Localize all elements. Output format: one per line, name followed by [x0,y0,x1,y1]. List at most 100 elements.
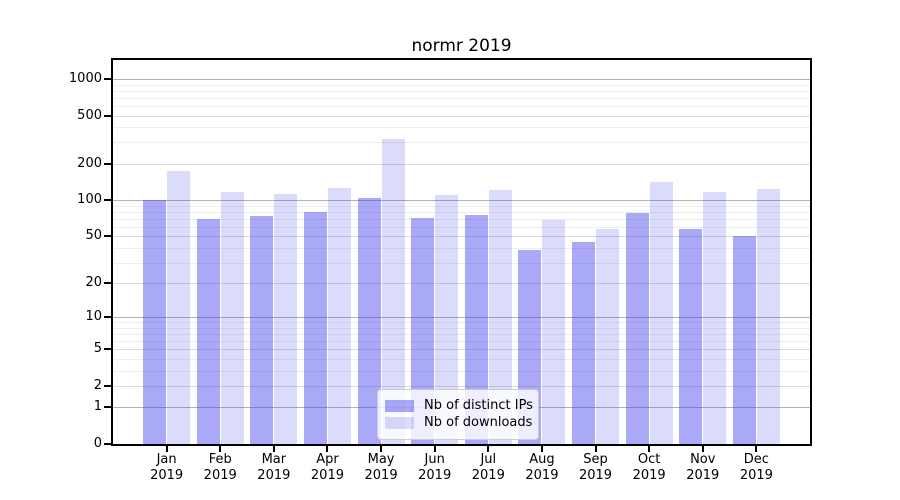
x-tick-mark [648,446,651,452]
minor-gridline [113,205,810,207]
minor-gridline [113,327,810,329]
minor-gridline [113,334,810,336]
x-tick-mark [701,446,704,452]
x-tick-label: Mar 2019 [257,452,291,483]
bar-downloads [167,170,191,444]
y-tick-mark [104,443,111,445]
bar-distinct-ips [464,215,488,444]
y-tick-mark [104,282,111,285]
minor-gridline [113,127,810,129]
x-tick-label: Nov 2019 [686,452,720,483]
bar-downloads [327,187,351,444]
bar-distinct-ips [357,198,381,444]
minor-gridline [113,142,810,144]
minor-gridline [113,341,810,343]
y-tick-mark [104,384,111,387]
gridline [113,349,810,351]
legend-item-downloads: Nb of downloads [385,415,533,430]
legend-label-downloads: Nb of downloads [424,415,533,430]
bar-downloads [542,220,566,444]
y-tick-mark [104,316,111,319]
x-tick-label: Jun 2019 [418,452,452,483]
x-tick-label: Feb 2019 [203,452,237,483]
minor-gridline [113,84,810,86]
bar-downloads [274,193,298,444]
y-tick-label: 0 [93,436,102,451]
y-tick-mark [104,235,111,238]
legend-label-distinct-ips: Nb of distinct IPs [424,398,533,413]
y-tick-mark [104,348,111,351]
x-tick-label: Oct 2019 [632,452,666,483]
bar-distinct-ips [572,241,596,444]
bar-distinct-ips [143,200,167,444]
y-tick-label: 50 [85,228,102,244]
minor-gridline [113,211,810,213]
minor-gridline [113,322,810,324]
y-tick-label: 100 [77,192,102,208]
y-tick-mark [104,199,111,202]
x-tick-mark [487,446,490,452]
bar-downloads [381,139,405,444]
y-tick-label: 200 [77,155,102,171]
x-tick-label: May 2019 [364,452,398,483]
gridline [113,283,810,285]
x-tick-mark [594,446,597,452]
bar-distinct-ips [679,228,703,444]
y-tick-mark [104,406,111,409]
major-gridline [113,79,810,80]
chart-title: normr 2019 [411,36,512,56]
bar-distinct-ips [303,211,327,444]
y-tick-mark [104,114,111,117]
x-tick-mark [380,446,383,452]
bar-downloads [703,192,727,444]
minor-gridline [113,358,810,360]
plot-area [113,60,810,444]
y-tick-mark [104,78,111,80]
x-tick-label: Apr 2019 [310,452,344,483]
bar-distinct-ips [250,215,274,444]
y-tick-label: 1000 [68,71,102,86]
gridline [113,385,810,387]
major-gridline [113,200,810,202]
minor-gridline [113,226,810,228]
y-tick-label: 20 [85,275,102,291]
x-tick-label: Sep 2019 [578,452,613,483]
minor-gridline [113,262,810,264]
gridline [113,236,810,238]
x-tick-mark [755,446,758,452]
x-tick-label: Dec 2019 [739,452,773,483]
legend-swatch-distinct-ips [385,399,414,412]
bar-downloads [596,229,620,444]
minor-gridline [113,105,810,107]
minor-gridline [113,370,810,372]
minor-gridline [113,97,810,99]
minor-gridline [113,218,810,220]
x-tick-mark [272,446,275,452]
bar-distinct-ips [732,236,756,444]
minor-gridline [113,247,810,249]
major-gridline [113,317,810,319]
y-tick-label: 1 [93,399,102,415]
x-tick-mark [326,446,329,452]
bar-distinct-ips [411,218,435,444]
y-tick-label: 10 [85,309,102,325]
bar-downloads [488,190,512,444]
x-tick-label: Jul 2019 [471,452,505,483]
minor-gridline [113,90,810,92]
gridline [113,163,810,165]
y-tick-label: 5 [93,341,102,357]
bar-downloads [756,189,780,444]
x-tick-mark [219,446,222,452]
legend-swatch-downloads [385,416,414,429]
x-tick-mark [165,446,168,452]
legend: Nb of distinct IPs Nb of downloads [377,389,539,440]
bar-distinct-ips [196,218,220,444]
bar-distinct-ips [625,213,649,444]
bar-downloads [435,195,459,444]
x-tick-label: Jan 2019 [150,452,184,483]
gridline [113,115,810,117]
y-tick-mark [104,162,111,165]
x-tick-label: Aug 2019 [525,452,559,483]
y-tick-label: 500 [77,107,102,123]
y-tick-label: 2 [93,377,102,393]
